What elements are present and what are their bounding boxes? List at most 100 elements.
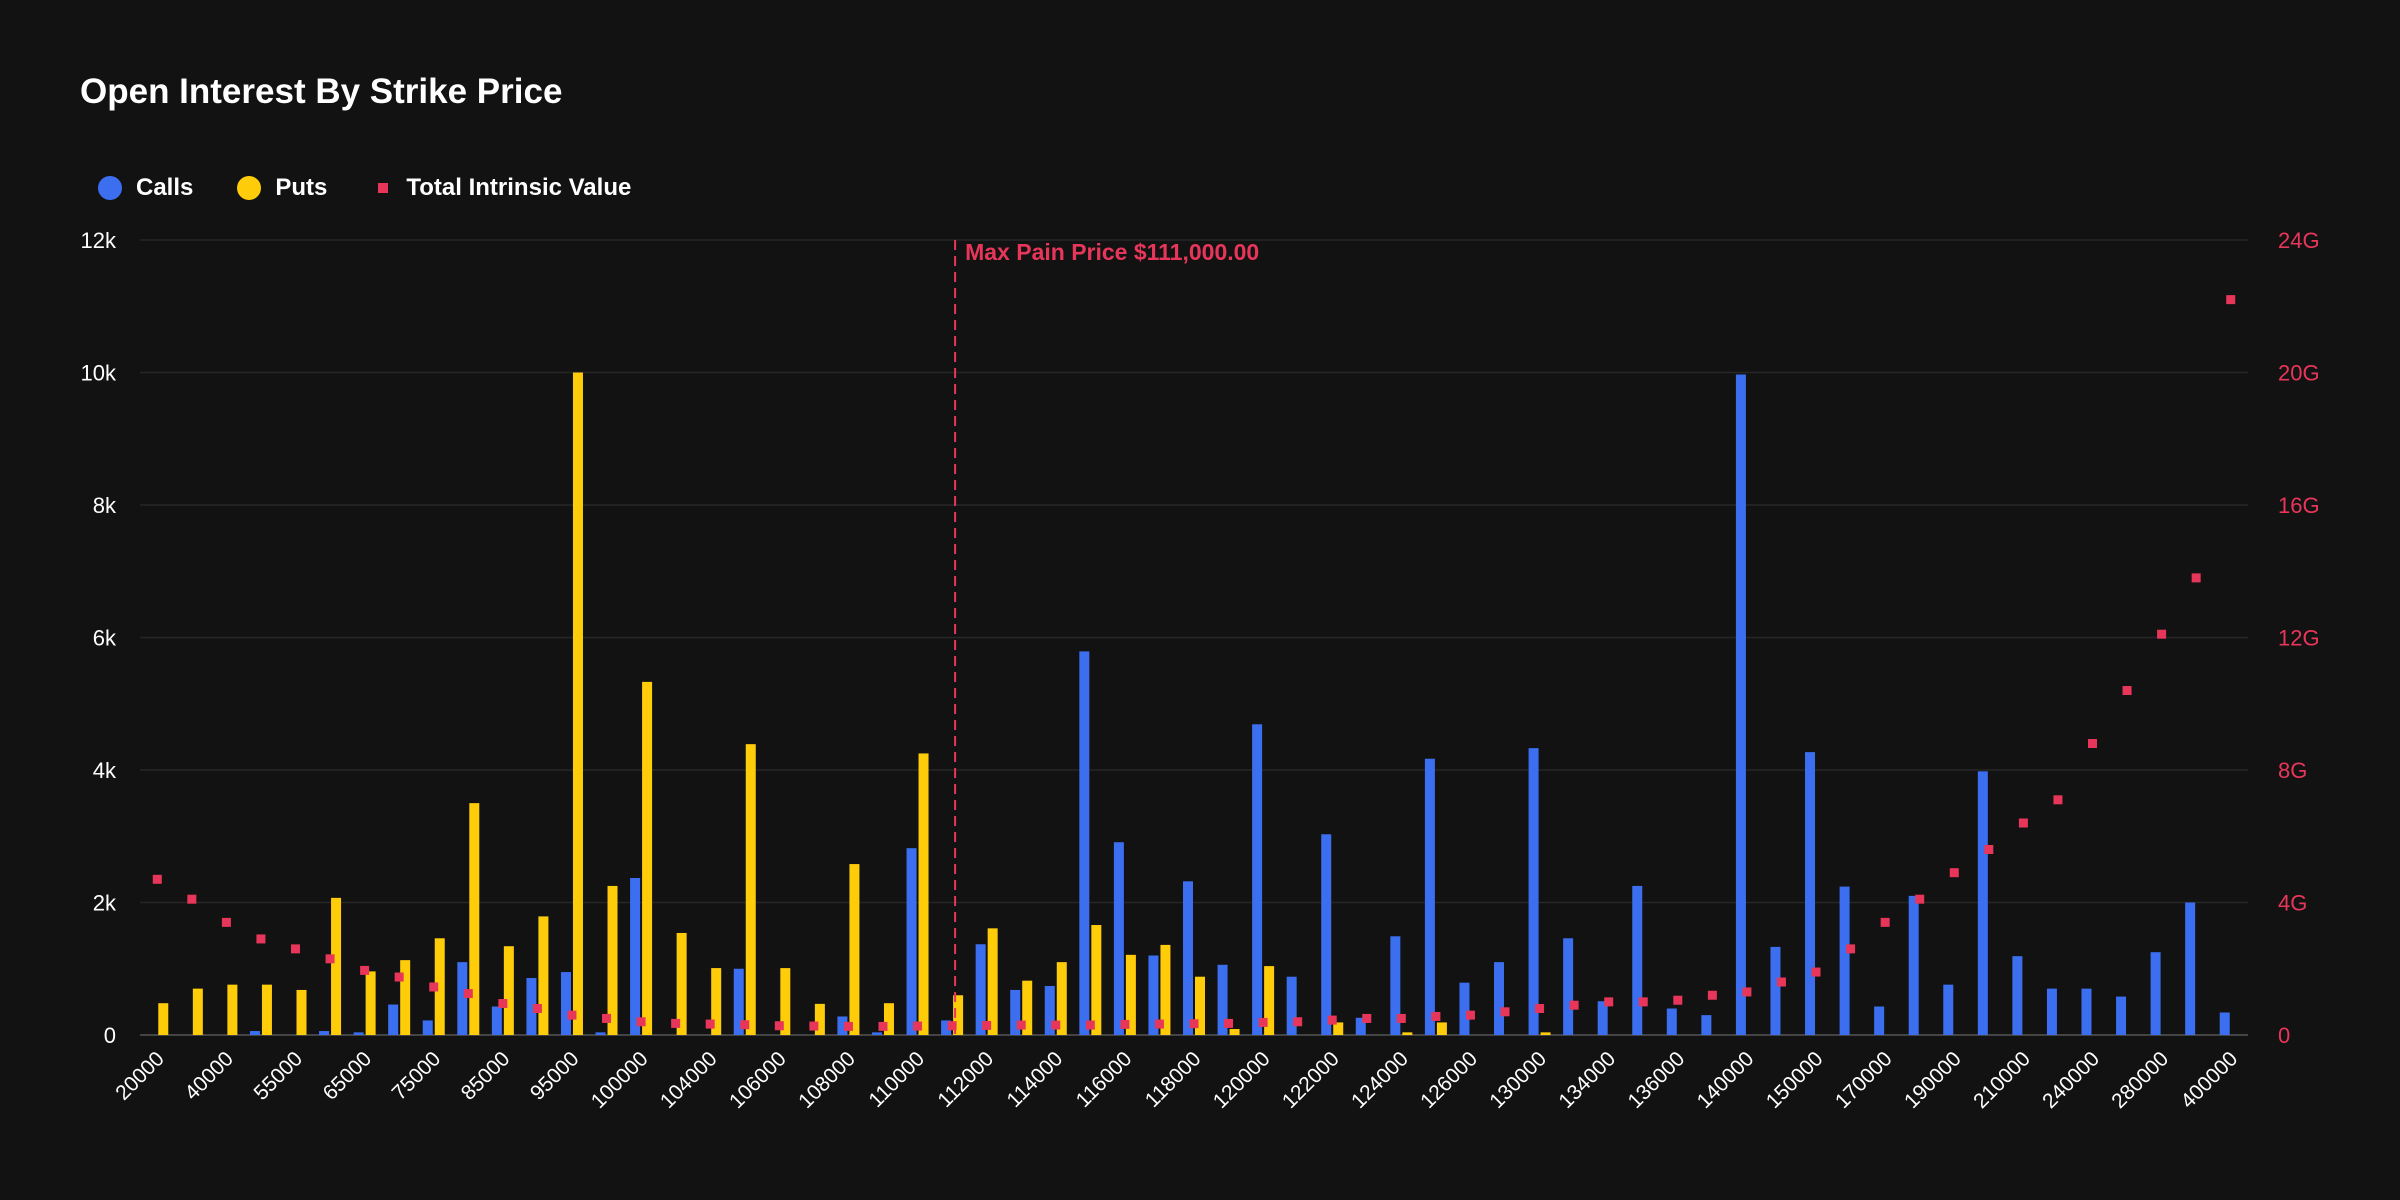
x-tick-label: 240000 [2038,1047,2104,1113]
calls-bar [1459,982,1470,1035]
calls-bar [837,1016,848,1035]
legend-item-calls[interactable]: Calls [98,174,193,202]
calls-bar [388,1004,399,1035]
intrinsic-value-point [1569,1000,1579,1010]
x-tick-label: 140000 [1693,1047,1759,1113]
intrinsic-value-point [1258,1017,1268,1027]
calls-bar [319,1031,330,1035]
x-tick-label: 124000 [1347,1047,1413,1113]
calls-bar [1735,374,1746,1035]
x-tick-label: 120000 [1209,1047,1275,1113]
intrinsic-value-point [1984,845,1994,854]
max-pain-label: Max Pain Price $111,000.00 [965,239,1259,265]
puts-bar [1333,1022,1344,1035]
intrinsic-value-point [1880,917,1890,927]
intrinsic-value-point [1673,995,1683,1005]
calls-bar [733,968,744,1035]
x-tick-label: 116000 [1072,1047,1137,1112]
calls-bar [1113,842,1124,1035]
x-tick-label: 95000 [526,1047,584,1105]
puts-bar [849,864,860,1035]
x-tick-label: 130000 [1485,1047,1551,1113]
intrinsic-value-point [1500,1007,1510,1017]
puts-bar [607,885,618,1035]
calls-bar [2185,902,2196,1035]
y-left-tick-label: 12k [81,228,117,253]
calls-bar [1010,989,1021,1035]
intrinsic-value-point [1431,1011,1441,1021]
puts-bar [1091,925,1102,1035]
puts-bar [192,988,203,1035]
puts-bar [1160,944,1171,1035]
calls-bar [457,962,468,1035]
intrinsic-value-point [843,1021,853,1031]
intrinsic-value-point [1016,1020,1026,1030]
puts-bar [261,984,272,1035]
calls-bar [871,1032,882,1035]
intrinsic-value-point [187,894,197,904]
calls-bar [1044,985,1055,1035]
puts-legend-marker [237,176,262,200]
calls-bar [2116,996,2127,1035]
calls-bar [1839,886,1850,1035]
calls-bar [1805,752,1816,1035]
intrinsic-value-point [2157,629,2167,639]
puts-bar [365,971,376,1035]
y-right-tick-label: 4G [2278,891,2307,916]
intrinsic-value-point [394,972,404,982]
puts-bar [1022,980,1033,1035]
intrinsic-value-point [1085,1020,1095,1030]
intrinsic-value-point [602,1013,612,1023]
puts-bar [538,916,549,1035]
x-tick-label: 110000 [864,1047,929,1112]
calls-bar [422,1020,433,1035]
calls-bar [2012,956,2023,1035]
calls-bar [630,877,641,1035]
calls-bar [1632,885,1643,1035]
intrinsic-value-point [1638,997,1648,1007]
intrinsic-value-point [947,1021,957,1031]
y-left-tick-label: 2k [93,891,117,916]
calls-bar [1217,964,1228,1035]
x-tick-label: 20000 [111,1047,169,1105]
y-left-tick-label: 8k [93,493,117,518]
intrinsic-value-point [1742,987,1752,997]
x-tick-label: 136000 [1624,1047,1690,1113]
legend-item-puts[interactable]: Puts [237,174,327,202]
x-tick-label: 400000 [2176,1047,2242,1113]
calls-bar [2219,1012,2230,1035]
x-tick-label: 108000 [794,1047,860,1113]
puts-bar [1264,966,1275,1035]
puts-bar [572,372,583,1035]
calls-bar [249,1031,260,1035]
x-tick-label: 134000 [1554,1047,1620,1113]
calls-bar [941,1020,952,1035]
legend-item-intrinsic[interactable]: Total Intrinsic Value [371,174,631,202]
legend-label-calls: Calls [136,174,194,201]
calls-bar [1252,724,1263,1035]
calls-bar [2150,952,2161,1035]
calls-bar [1424,758,1435,1035]
intrinsic-value-point [2191,573,2201,583]
intrinsic-value-point [1224,1018,1234,1028]
x-tick-label: 126000 [1416,1047,1482,1113]
y-right-tick-label: 20G [2278,361,2320,386]
intrinsic-value-point [1846,944,1856,954]
calls-bar [1148,955,1159,1035]
calls-bar [1079,651,1090,1035]
calls-bar [906,848,917,1035]
y-left-tick-label: 6k [93,626,117,651]
x-tick-label: 104000 [656,1047,722,1113]
x-tick-label: 100000 [587,1047,653,1113]
x-tick-label: 75000 [388,1047,446,1105]
y-right-tick-label: 12G [2278,626,2320,651]
intrinsic-value-point [740,1020,750,1030]
calls-bar [526,978,537,1035]
intrinsic-value-point [1051,1020,1061,1030]
intrinsic-value-point [636,1017,646,1027]
intrinsic-value-point [1604,997,1614,1007]
intrinsic-value-point [1362,1013,1372,1023]
x-tick-label: 112000 [933,1047,998,1112]
x-tick-label: 210000 [1969,1047,2035,1113]
